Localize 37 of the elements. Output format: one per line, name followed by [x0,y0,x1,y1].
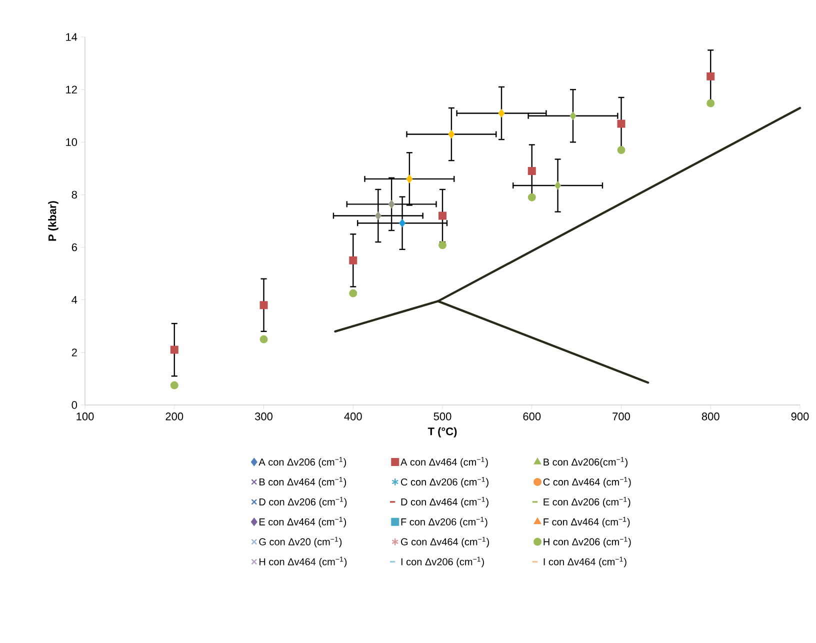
legend-label: A con Δv206 (cm$^{−1}$) [258,457,346,468]
x-tick-label: 700 [612,412,630,420]
y-tick-label: 4 [72,296,78,304]
x-tick-label: 900 [791,412,809,420]
legend-label: C con Δv464 (cm$^{−1}$) [543,476,631,488]
y-tick-label: 12 [66,86,77,94]
y-tick-label: 2 [72,348,77,356]
legend-label: B con Δv464 (cm$^{−1}$) [259,476,346,488]
legend-label: H con Δv206 (cm$^{−1}$) [544,536,631,548]
y-axis-title: P (kbar) [48,201,58,241]
x-tick-label: 500 [434,412,452,420]
x-tick-label: 400 [344,412,362,420]
legend-label: G con Δv464 (cm$^{−1}$) [401,536,489,548]
legend-label: E con Δv464 (cm$^{−1}$) [259,516,346,528]
x-axis-title: T (°C) [428,427,457,438]
legend-label: I con Δv206 (cm$^{−1}$) [401,556,484,568]
legend-label: I con Δv464 (cm$^{−1}$) [544,556,626,568]
legend-label: H con Δv464 (cm$^{−1}$) [259,556,347,568]
y-tick-label: 8 [72,190,77,199]
legend-label: B con Δv206(cm$^{−1}$) [544,457,628,468]
y-tick-label: 14 [66,33,78,41]
legend-label: D con Δv464 (cm$^{−1}$) [401,496,488,508]
x-tick-label: 100 [76,412,94,420]
legend-label: C con Δv206 (cm$^{−1}$) [401,476,488,488]
legend-label: F con Δv206 (cm$^{−1}$) [401,516,488,528]
legend-label: F con Δv464 (cm$^{−1}$) [544,516,630,528]
legend-label: A con Δv464 (cm$^{−1}$) [400,457,488,468]
x-tick-label: 800 [702,412,720,420]
legend-label: D con Δv206 (cm$^{−1}$) [259,496,347,508]
x-tick-label: 200 [166,412,184,420]
y-tick-label: 0 [72,401,78,409]
x-tick-label: 300 [255,412,272,420]
y-tick-label: 10 [66,138,78,146]
legend-label: G con Δv20 (cm$^{−1}$) [259,536,342,548]
y-tick-label: 6 [72,243,77,252]
x-tick-label: 600 [523,412,541,420]
legend-label: E con Δv206 (cm$^{−1}$) [544,496,630,508]
